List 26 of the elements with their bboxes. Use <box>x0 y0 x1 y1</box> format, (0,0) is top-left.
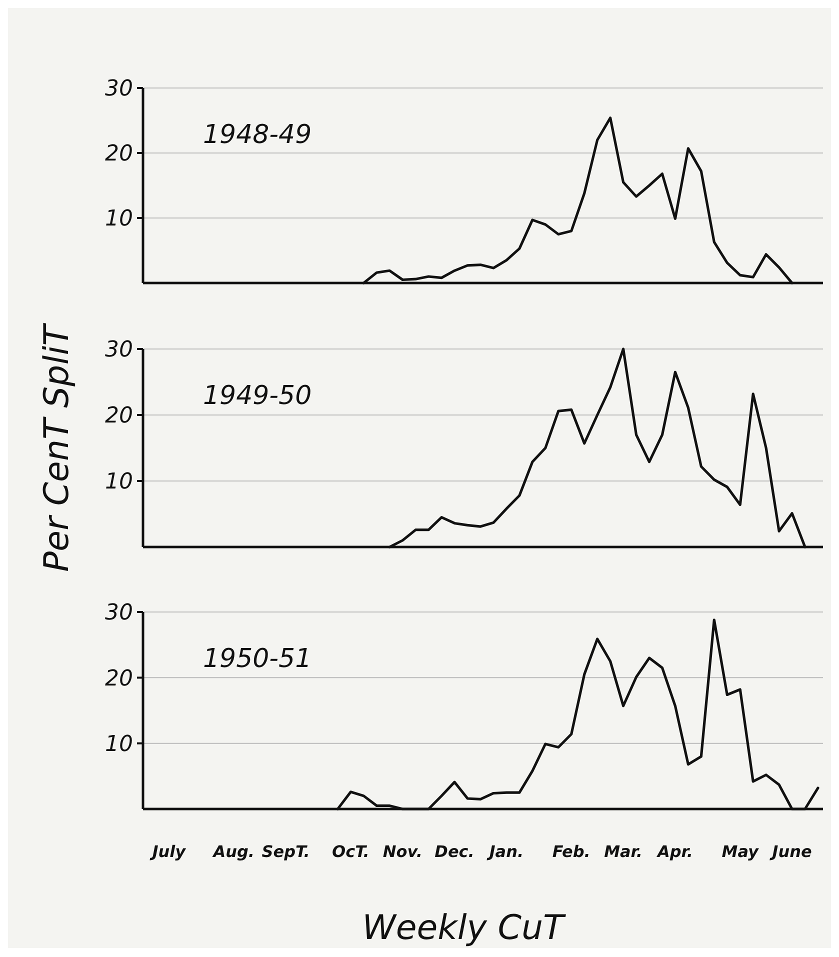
y-tick-label: 10 <box>105 206 133 232</box>
x-axis-title: Weekly CuT <box>362 908 566 948</box>
y-tick-label: 20 <box>105 666 133 692</box>
x-tick-label: Apr. <box>655 842 693 861</box>
x-tick-label: Mar. <box>604 842 642 861</box>
y-tick-label: 10 <box>105 470 133 495</box>
x-tick-label: Dec. <box>434 842 474 861</box>
x-tick-label: Feb. <box>552 842 590 861</box>
y-tick-label: 20 <box>105 404 133 429</box>
x-tick-label: July <box>149 842 186 861</box>
y-tick-label: 30 <box>105 600 133 626</box>
y-tick-label: 20 <box>105 142 133 167</box>
x-tick-label: June <box>769 842 812 861</box>
y-axis-title: Per CenT SpliT <box>37 322 77 572</box>
text: 1950-51 <box>203 644 312 674</box>
x-tick-label: OcT. <box>332 842 370 861</box>
text: 1948-49 <box>203 120 312 150</box>
x-tick-label: Jan. <box>486 842 524 861</box>
text: 1949-50 <box>203 381 312 411</box>
y-tick-label: 30 <box>105 76 133 102</box>
y-tick-label: 10 <box>105 732 133 758</box>
x-tick-label: SepT. <box>262 842 310 861</box>
x-tick-label: May <box>722 842 760 861</box>
y-tick-label: 30 <box>105 338 133 363</box>
x-tick-label: Aug. <box>211 842 255 861</box>
x-tick-label: Nov. <box>382 842 422 861</box>
